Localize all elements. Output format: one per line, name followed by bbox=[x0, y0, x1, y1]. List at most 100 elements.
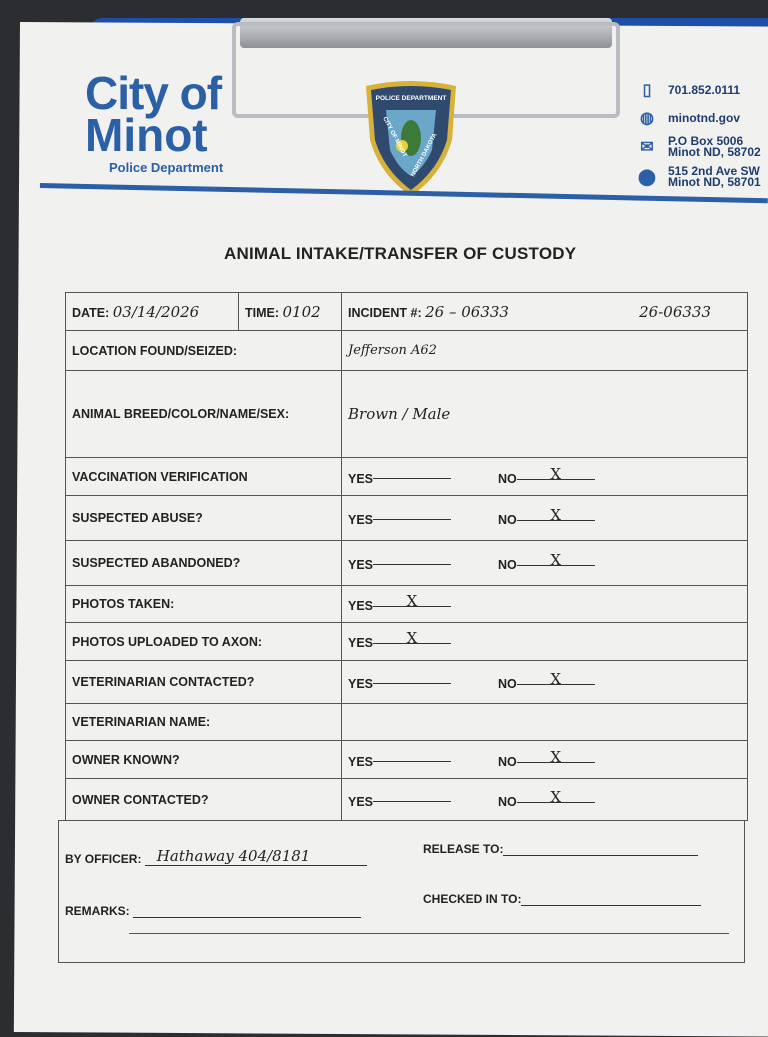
contact-mail: ✉ P.O Box 5006 Minot ND, 58702 bbox=[636, 134, 761, 159]
no-field[interactable]: NO X bbox=[498, 551, 648, 572]
yes-field[interactable]: YES bbox=[348, 554, 498, 572]
yes-field[interactable]: YES bbox=[348, 791, 498, 809]
row-answer[interactable]: YES NO X bbox=[341, 660, 748, 704]
form-row: OWNER KNOWN? YES NO X bbox=[65, 740, 748, 779]
time-value: 0102 bbox=[282, 302, 321, 321]
remarks-field[interactable]: REMARKS: bbox=[65, 903, 362, 918]
row-answer[interactable] bbox=[341, 703, 748, 741]
yes-field[interactable]: YES bbox=[348, 509, 498, 527]
no-label: NO bbox=[498, 558, 517, 572]
globe-icon: ◍ bbox=[640, 110, 654, 127]
row-label: VETERINARIAN CONTACTED? bbox=[65, 660, 342, 704]
incident-value-2: 26-06333 bbox=[639, 302, 711, 321]
location-cell[interactable]: Jefferson A62 bbox=[341, 330, 748, 371]
yes-field[interactable]: YES bbox=[348, 673, 498, 691]
row-answer[interactable]: YES NO X bbox=[341, 540, 748, 586]
release-to-label: RELEASE TO: bbox=[423, 842, 504, 856]
phone-text: 701.852.0111 bbox=[668, 83, 741, 97]
yes-field[interactable]: YES bbox=[348, 468, 498, 486]
yes-mark: X bbox=[406, 591, 418, 610]
contact-info: ▯ 701.852.0111 ◍ minotnd.gov ✉ P.O Box 5006… bbox=[636, 80, 761, 196]
row-label: OWNER CONTACTED? bbox=[65, 778, 342, 821]
date-value: 03/14/2026 bbox=[112, 302, 200, 321]
time-cell[interactable]: TIME: 0102 bbox=[238, 292, 342, 331]
breed-cell[interactable]: Brown / Male bbox=[341, 370, 748, 458]
no-field[interactable]: NO X bbox=[498, 506, 648, 527]
time-label: TIME: bbox=[245, 305, 280, 320]
no-field[interactable]: NO X bbox=[498, 748, 648, 769]
location-value: Jefferson A62 bbox=[348, 343, 437, 358]
date-cell[interactable]: DATE: 03/14/2026 bbox=[65, 292, 239, 331]
no-field[interactable]: NO X bbox=[498, 465, 648, 486]
row-answer[interactable]: YES NO X bbox=[341, 778, 748, 821]
remarks-label: REMARKS: bbox=[65, 904, 130, 918]
no-field[interactable]: NO X bbox=[498, 788, 648, 809]
officer-value: Hathaway 404/8181 bbox=[156, 847, 311, 865]
police-badge-icon: POLICE DEPARTMENT CITY OF MINOT NORTH DA… bbox=[366, 81, 456, 196]
no-label: NO bbox=[498, 471, 517, 486]
row-answer[interactable]: YES X bbox=[341, 585, 748, 623]
location-label: LOCATION FOUND/SEIZED: bbox=[65, 330, 342, 371]
logo-subtitle: Police Department bbox=[109, 160, 224, 175]
no-mark: X bbox=[550, 551, 562, 569]
no-label: NO bbox=[498, 754, 517, 769]
row-label: VETERINARIAN NAME: bbox=[65, 703, 342, 741]
breed-value: Brown / Male bbox=[348, 405, 451, 423]
yes-mark: X bbox=[406, 629, 418, 647]
incident-value: 26 – 06333 bbox=[425, 302, 509, 321]
yes-label: YES bbox=[348, 677, 374, 691]
website-text: minotnd.gov bbox=[668, 111, 740, 125]
row-label: PHOTOS UPLOADED TO AXON: bbox=[65, 622, 342, 661]
officer-field[interactable]: BY OFFICER: Hathaway 404/8181 bbox=[65, 847, 367, 866]
yes-label: YES bbox=[348, 754, 374, 769]
contact-address: ⬤ 515 2nd Ave SW Minot ND, 58701 bbox=[636, 164, 761, 189]
contact-web: ◍ minotnd.gov bbox=[636, 108, 761, 128]
officer-label: BY OFFICER: bbox=[65, 852, 142, 866]
no-mark: X bbox=[550, 670, 562, 688]
no-mark: X bbox=[550, 787, 562, 806]
contact-phone: ▯ 701.852.0111 bbox=[636, 80, 761, 100]
row-answer[interactable]: YES NO X bbox=[341, 457, 748, 496]
street-address-text: 515 2nd Ave SW Minot ND, 58701 bbox=[668, 164, 761, 189]
yes-field[interactable]: YES X bbox=[348, 592, 498, 613]
row-label: SUSPECTED ABANDONED? bbox=[65, 540, 342, 586]
form-row: PHOTOS UPLOADED TO AXON: YES X bbox=[65, 622, 748, 661]
row-label: PHOTOS TAKEN: bbox=[65, 585, 342, 623]
city-of-minot-logo: City of Minot Police Department bbox=[85, 67, 224, 175]
yes-field[interactable]: YES bbox=[348, 751, 498, 769]
checked-in-to-field[interactable]: CHECKED IN TO: bbox=[423, 891, 702, 906]
incident-cell[interactable]: INCIDENT #: 26 – 06333 26-06333 bbox=[341, 292, 748, 331]
form-row: SUSPECTED ABANDONED? YES NO X bbox=[65, 540, 748, 586]
form-row: VACCINATION VERIFICATION YES NO X bbox=[65, 457, 748, 496]
form-row: OWNER CONTACTED? YES NO X bbox=[65, 778, 748, 821]
row-label: VACCINATION VERIFICATION bbox=[65, 457, 342, 496]
form-row: SUSPECTED ABUSE? YES NO X bbox=[65, 495, 748, 541]
row-answer[interactable]: YES NO X bbox=[341, 495, 748, 541]
no-mark: X bbox=[550, 464, 562, 483]
yes-field[interactable]: YES X bbox=[348, 629, 498, 650]
no-mark: X bbox=[550, 506, 562, 524]
row-answer[interactable]: YES NO X bbox=[341, 740, 748, 779]
no-field[interactable]: NO X bbox=[498, 670, 648, 691]
row-label: OWNER KNOWN? bbox=[65, 740, 342, 779]
release-to-field[interactable]: RELEASE TO: bbox=[423, 841, 699, 856]
form-title: ANIMAL INTAKE/TRANSFER OF CUSTODY bbox=[224, 244, 577, 263]
form-row: VETERINARIAN NAME: bbox=[65, 703, 748, 741]
badge-top-text: POLICE DEPARTMENT bbox=[376, 95, 447, 102]
form-row: VETERINARIAN CONTACTED? YES NO X bbox=[65, 660, 748, 704]
yes-label: YES bbox=[348, 558, 374, 572]
row-answer[interactable]: YES X bbox=[341, 622, 748, 661]
checked-in-to-label: CHECKED IN TO: bbox=[423, 892, 522, 906]
yes-label: YES bbox=[348, 598, 374, 613]
row-label: SUSPECTED ABUSE? bbox=[65, 495, 342, 541]
no-label: NO bbox=[498, 513, 517, 527]
phone-icon: ▯ bbox=[642, 82, 652, 99]
yes-label: YES bbox=[348, 513, 374, 527]
logo-line-2: Minot bbox=[85, 109, 208, 161]
yes-label: YES bbox=[348, 794, 374, 809]
logo-line-1: City of bbox=[85, 67, 222, 119]
form-row: PHOTOS TAKEN: YES X bbox=[65, 585, 748, 623]
remarks-line bbox=[129, 933, 729, 934]
no-mark: X bbox=[550, 747, 562, 766]
mailing-address-text: P.O Box 5006 Minot ND, 58702 bbox=[668, 134, 761, 159]
